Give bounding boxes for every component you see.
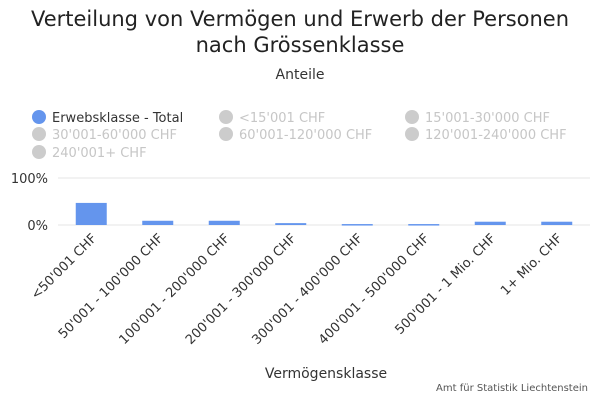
bar[interactable]: [541, 221, 573, 225]
x-tick-label: 1+ Mio. CHF: [498, 231, 565, 298]
legend-item-15001-30000[interactable]: 15'001-30'000 CHF: [405, 110, 550, 127]
legend-label: Erwebsklasse - Total: [52, 111, 184, 126]
legend-label: 240'001+ CHF: [52, 146, 147, 161]
legend-dot-icon: [32, 145, 46, 159]
bar[interactable]: [142, 220, 174, 225]
x-axis-title: Vermögensklasse: [265, 366, 387, 382]
legend-dot-icon: [32, 110, 46, 124]
legend-item-60001-120000[interactable]: 60'001-120'000 CHF: [219, 127, 372, 144]
bar[interactable]: [474, 221, 506, 225]
credit-link[interactable]: Amt für Statistik Liechtenstein: [436, 383, 588, 394]
legend-item-lt15001[interactable]: <15'001 CHF: [219, 110, 325, 127]
legend-label: 120'001-240'000 CHF: [425, 128, 567, 143]
bar[interactable]: [408, 224, 440, 226]
bar[interactable]: [341, 224, 373, 226]
y-tick-label: 0%: [27, 219, 48, 234]
x-tick-label: <50'001 CHF: [28, 231, 100, 303]
chart-title: Verteilung von Vermögen und Erwerb der P…: [30, 7, 570, 57]
legend-dot-icon: [219, 110, 233, 124]
legend-dot-icon: [219, 127, 233, 141]
legend-label: 30'001-60'000 CHF: [52, 128, 178, 143]
legend-item-30001-60000[interactable]: 30'001-60'000 CHF: [32, 127, 177, 144]
legend-dot-icon: [32, 127, 46, 141]
legend-dot-icon: [405, 127, 419, 141]
legend-item-240001-plus[interactable]: 240'001+ CHF: [32, 145, 147, 162]
legend-item-120001-240000[interactable]: 120'001-240'000 CHF: [405, 127, 567, 144]
y-tick-label: 100%: [11, 172, 48, 187]
legend-label: 60'001-120'000 CHF: [239, 128, 373, 143]
bar[interactable]: [208, 220, 240, 225]
bar[interactable]: [275, 223, 307, 225]
x-tick-label: 200'001 - 300'000 CHF: [183, 231, 300, 348]
chart-subtitle: Anteile: [275, 67, 325, 83]
x-tick-label: 100'001 - 200'000 CHF: [117, 231, 234, 348]
legend-label: 15'001-30'000 CHF: [425, 111, 551, 126]
x-tick-label: 300'001 - 400'000 CHF: [250, 231, 367, 348]
bar[interactable]: [75, 202, 107, 225]
legend: Erwebsklasse - Total <15'001 CHF 15'001-…: [0, 0, 600, 170]
legend-item-total[interactable]: Erwebsklasse - Total: [32, 110, 183, 127]
legend-dot-icon: [405, 110, 419, 124]
legend-label: <15'001 CHF: [239, 111, 326, 126]
x-tick-label: 400'001 - 500'000 CHF: [316, 231, 433, 348]
